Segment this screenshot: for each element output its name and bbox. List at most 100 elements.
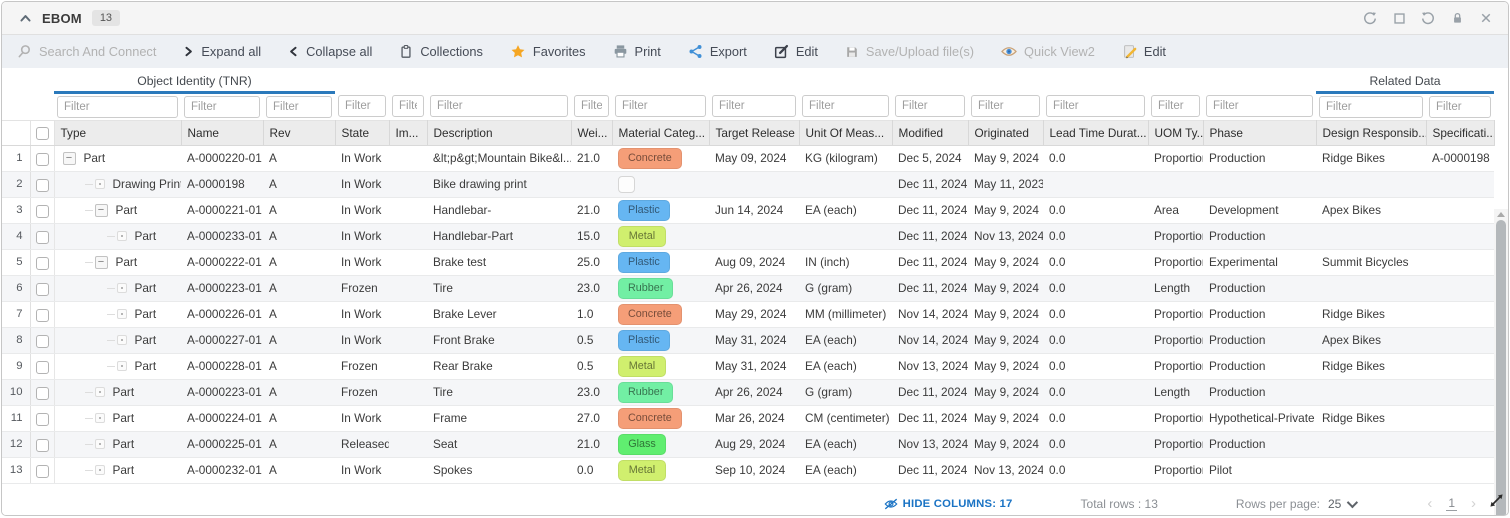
material-badge: Rubber (618, 277, 674, 299)
column-header-lead-time-duration[interactable]: Lead Time Durat... (1043, 119, 1149, 146)
row-checkbox[interactable] (35, 308, 49, 322)
maximize-button[interactable] (1391, 10, 1407, 26)
page-number[interactable]: 1 (1446, 496, 1457, 511)
material-badge: Metal (618, 459, 666, 481)
table-row[interactable]: 2 Drawing Print A-0000198 A In Work Bike draw… (2, 171, 1495, 198)
select-all-checkbox[interactable] (35, 126, 49, 140)
toolbar-export[interactable]: Export (688, 44, 747, 59)
column-header-unit-of-measure[interactable]: Unit Of Meas... (799, 119, 893, 146)
column-header-rev[interactable]: Rev (263, 119, 336, 146)
collapse-row-button[interactable]: − (94, 203, 108, 217)
column-header-weight[interactable]: Wei... (571, 119, 613, 146)
filter-input-originated[interactable] (971, 94, 1040, 117)
filter-input-specification[interactable] (1429, 95, 1492, 118)
row-checkbox[interactable] (35, 178, 49, 192)
scroll-up-arrow-icon[interactable] (1494, 209, 1508, 219)
table-row[interactable]: 11 Part A-0000224-01 A In Work Frame 27.0 Concr… (2, 405, 1495, 432)
resize-handle-icon[interactable] (1489, 493, 1504, 513)
cell-type: − Part (54, 197, 181, 224)
page-prev-button[interactable]: ‹ (1427, 495, 1433, 512)
row-checkbox[interactable] (35, 360, 49, 374)
column-header-image[interactable]: Im... (389, 119, 428, 146)
column-header-state[interactable]: State (335, 119, 390, 146)
filter-input-material-category[interactable] (615, 94, 706, 117)
filter-input-target-release-date[interactable] (712, 94, 796, 117)
filter-input-state[interactable] (338, 94, 386, 117)
cell-lead-time: 0.0 (1043, 249, 1148, 276)
toolbar-edit-2[interactable]: Edit (1122, 44, 1166, 59)
table-row[interactable]: 4 Part A-0000233-01 A In Work Handlebar-Part 1… (2, 223, 1495, 250)
filter-input-type[interactable] (57, 95, 178, 118)
cell-rev: A (263, 405, 335, 432)
table-row[interactable]: 12 Part A-0000225-01 A Released Seat 21.0 Glass… (2, 431, 1495, 458)
column-header-name[interactable]: Name (181, 119, 264, 146)
table-row[interactable]: 3− Part A-0000221-01 A In Work Handlebar- 21.0… (2, 197, 1495, 224)
column-header-type[interactable]: Type (54, 119, 182, 146)
collapse-row-button[interactable]: − (94, 255, 108, 269)
row-checkbox[interactable] (35, 256, 49, 270)
toolbar-collections[interactable]: Collections (399, 44, 483, 59)
row-checkbox[interactable] (35, 464, 49, 478)
table-row[interactable]: 13 Part A-0000232-01 A In Work Spokes 0.0 Metal… (2, 457, 1495, 484)
cell-phase: Production (1203, 327, 1316, 354)
cell-rev: A (263, 171, 335, 198)
cell-description: Bike drawing print (427, 171, 571, 198)
column-header-modified[interactable]: Modified (892, 119, 969, 146)
table-row[interactable]: 7 Part A-0000226-01 A In Work Brake Lever 1.0 C… (2, 301, 1495, 328)
close-button[interactable] (1478, 10, 1494, 26)
table-row[interactable]: 1− Part A-0000220-01 A In Work &lt;p&gt;Mount… (2, 145, 1495, 172)
toolbar-edit[interactable]: Edit (774, 44, 818, 59)
filter-input-phase[interactable] (1206, 94, 1313, 117)
row-checkbox[interactable] (35, 282, 49, 296)
table-row[interactable]: 6 Part A-0000223-01 A Frozen Tire 23.0 Rubber Ap… (2, 275, 1495, 302)
row-checkbox[interactable] (35, 412, 49, 426)
row-checkbox[interactable] (35, 386, 49, 400)
filter-input-rev[interactable] (266, 95, 332, 118)
column-header-design-responsibility[interactable]: Design Responsib... (1316, 119, 1427, 146)
filter-input-unit-of-measure[interactable] (802, 94, 889, 117)
toolbar-print[interactable]: Print (613, 44, 661, 59)
row-number: 2 (2, 171, 31, 198)
column-header-phase[interactable]: Phase (1203, 119, 1317, 146)
row-checkbox[interactable] (35, 204, 49, 218)
page-next-button[interactable]: › (1471, 495, 1476, 512)
filter-input-image[interactable] (392, 94, 424, 117)
table-row[interactable]: 5− Part A-0000222-01 A In Work Brake test 25.0… (2, 249, 1495, 276)
filter-input-description[interactable] (430, 94, 568, 117)
row-checkbox[interactable] (35, 334, 49, 348)
column-header-specification[interactable]: Specificati... (1426, 119, 1495, 146)
cell-uom-type: Proportion (1148, 301, 1203, 328)
cell-rev: A (263, 327, 335, 354)
collapse-row-button[interactable]: − (62, 151, 76, 165)
refresh-button[interactable] (1362, 10, 1378, 26)
cell-type: Drawing Print (54, 171, 181, 198)
toolbar-expand-all[interactable]: Expand all (183, 44, 261, 59)
row-checkbox[interactable] (35, 230, 49, 244)
column-header-originated[interactable]: Originated (968, 119, 1044, 146)
panel-collapse-button[interactable] (16, 9, 34, 27)
column-header-uom-type[interactable]: UOM Ty... (1148, 119, 1204, 146)
row-checkbox[interactable] (35, 438, 49, 452)
column-header-target-release-date[interactable]: Target Release D... (709, 119, 800, 146)
hide-columns-button[interactable]: HIDE COLUMNS: 17 (884, 498, 1013, 510)
undo-button[interactable] (1420, 10, 1436, 26)
filter-input-lead-time-duration[interactable] (1046, 94, 1145, 117)
filter-input-name[interactable] (184, 95, 260, 118)
vertical-scrollbar[interactable] (1494, 209, 1508, 515)
filter-input-uom-type[interactable] (1151, 94, 1200, 117)
column-header-description[interactable]: Description (427, 119, 572, 146)
column-header-material-category[interactable]: Material Categ... (612, 119, 710, 146)
table-row[interactable]: 8 Part A-0000227-01 A In Work Front Brake 0.5 P… (2, 327, 1495, 354)
table-row[interactable]: 9 Part A-0000228-01 A Frozen Rear Brake 0.5 Met… (2, 353, 1495, 380)
toolbar-favorites[interactable]: Favorites (510, 44, 586, 59)
scrollbar-thumb[interactable] (1496, 220, 1506, 515)
row-checkbox[interactable] (35, 152, 49, 166)
filter-input-weight[interactable] (574, 94, 609, 117)
lock-button[interactable] (1449, 10, 1465, 26)
cell-description: Tire (427, 275, 571, 302)
filter-input-design-responsibility[interactable] (1319, 95, 1423, 118)
filter-input-modified[interactable] (895, 94, 965, 117)
rows-per-page-select[interactable]: 25 (1328, 496, 1359, 511)
toolbar-collapse-all[interactable]: Collapse all (288, 44, 372, 59)
table-row[interactable]: 10 Part A-0000223-01 A Frozen Tire 23.0 Rubber A… (2, 379, 1495, 406)
